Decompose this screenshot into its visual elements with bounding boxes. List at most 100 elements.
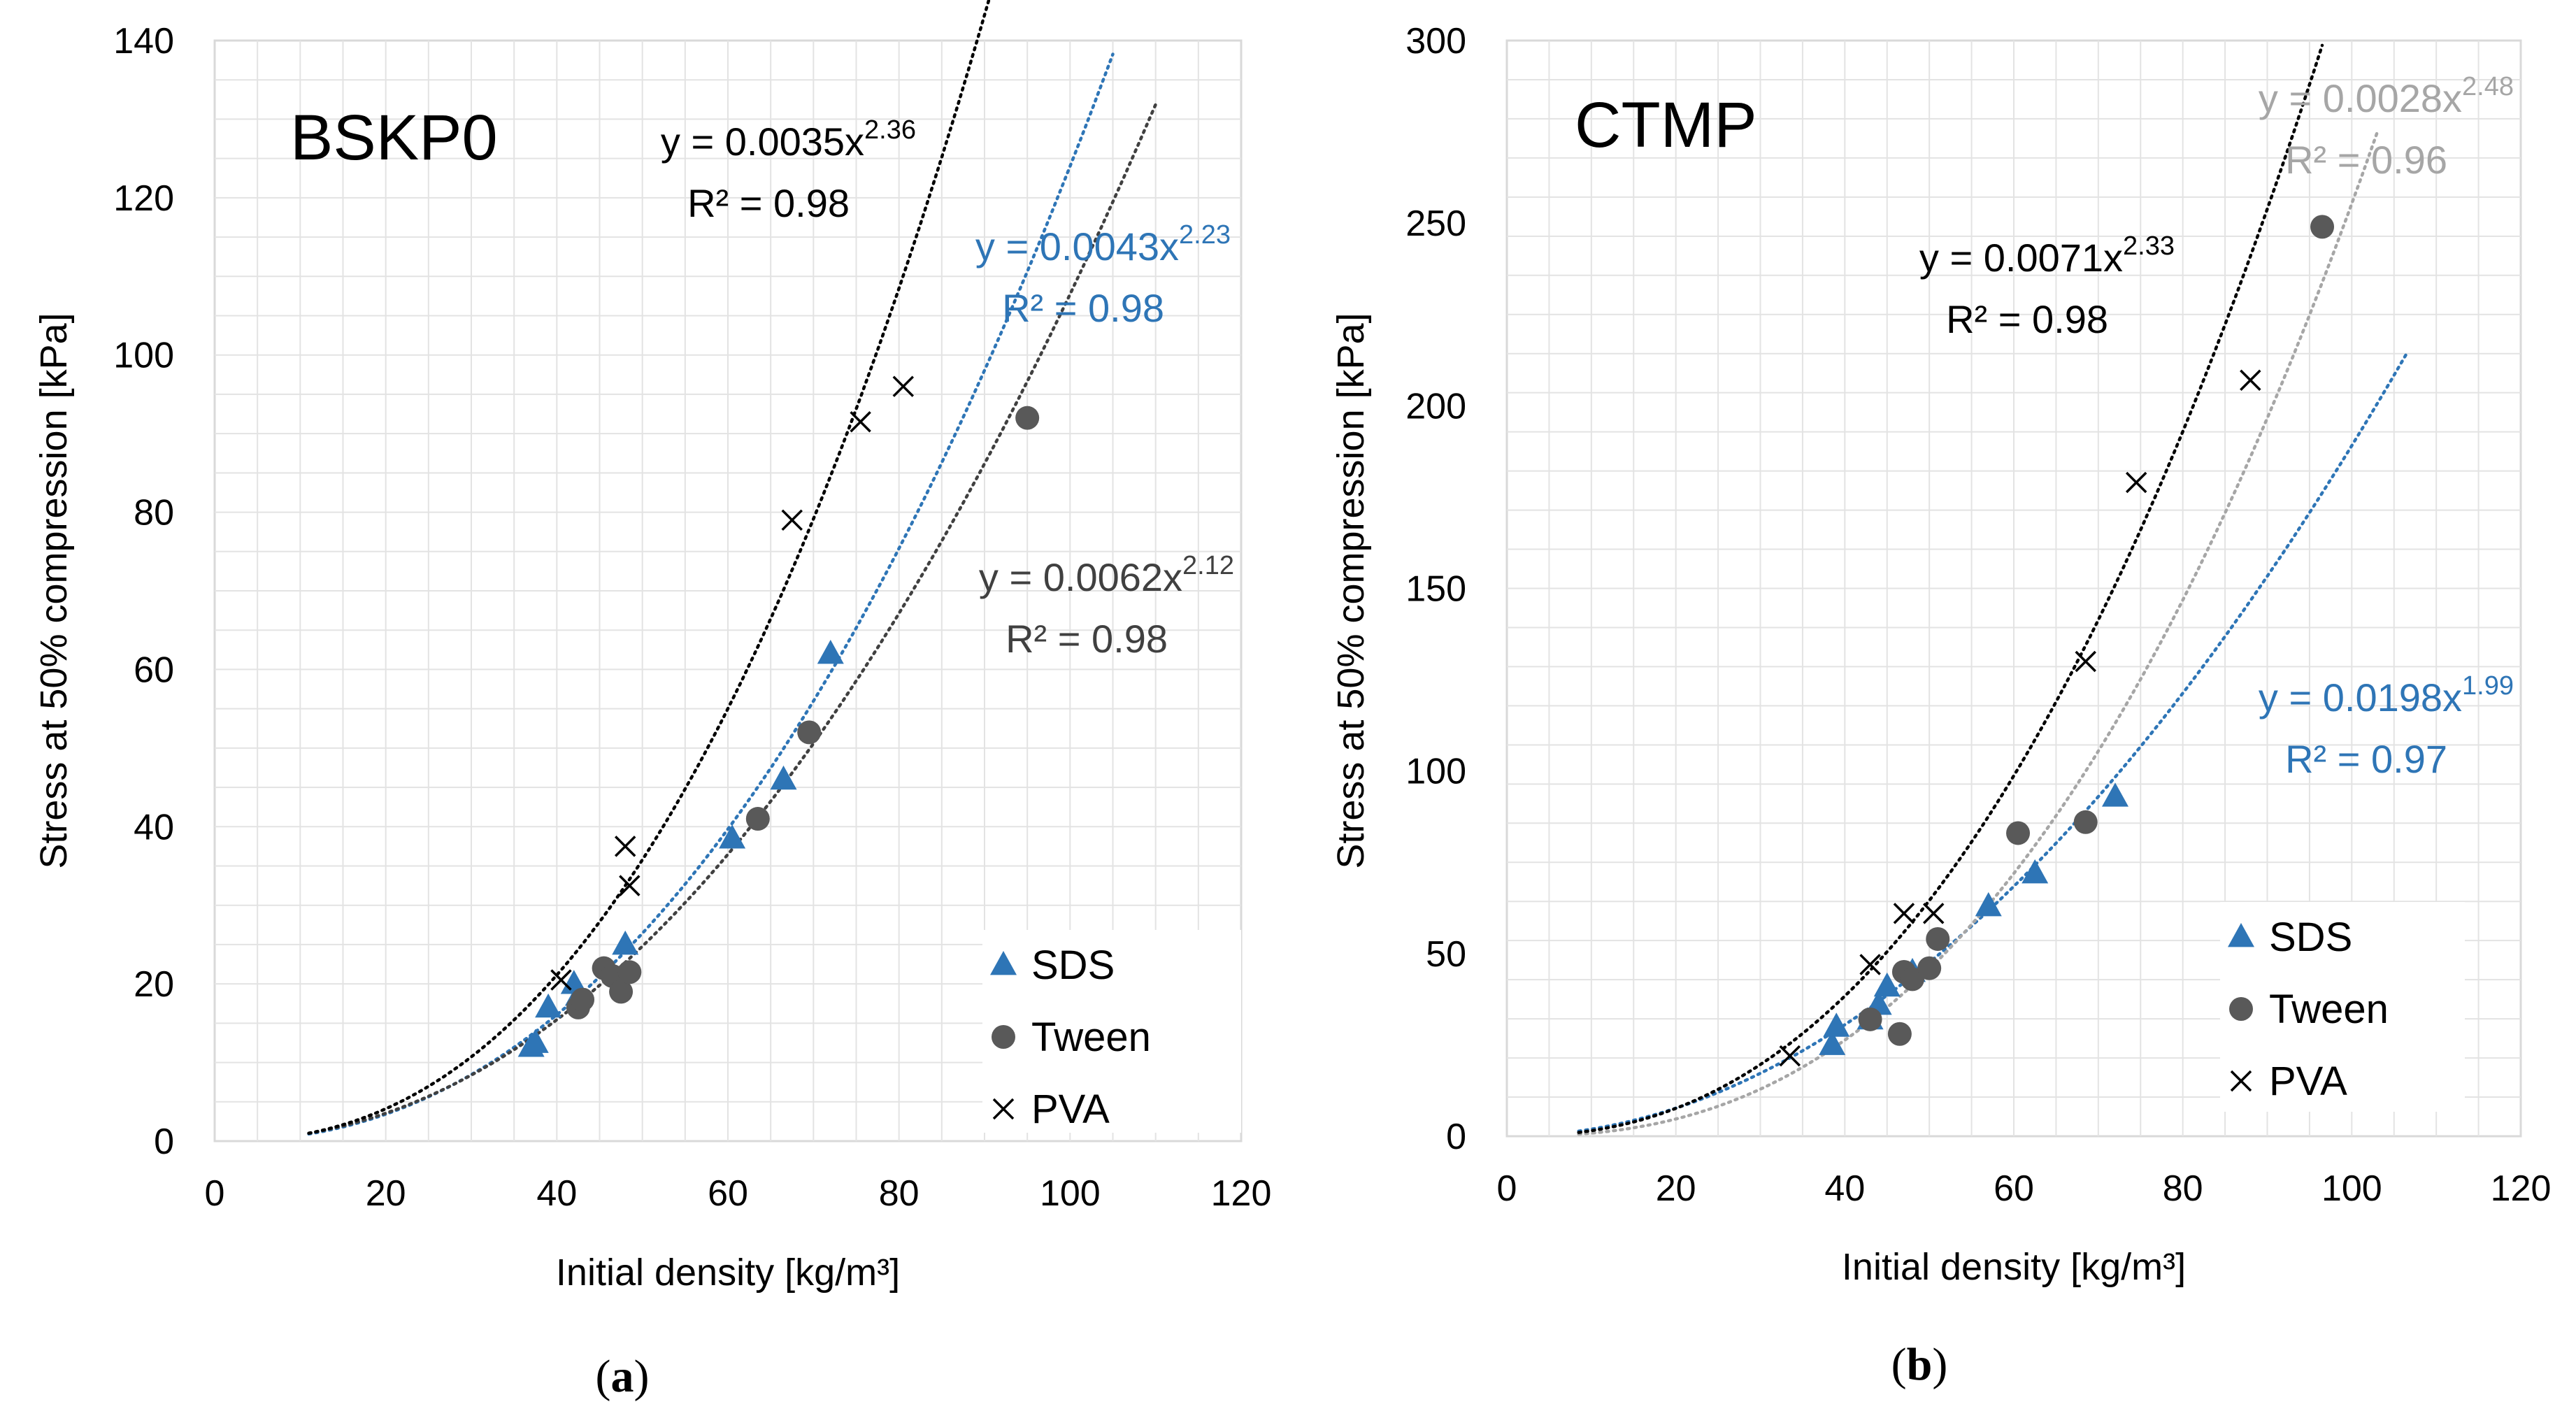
data-point-tween xyxy=(609,980,634,1004)
x-tick-label: 100 xyxy=(1040,1173,1101,1214)
legend-label-sds: SDS xyxy=(2269,915,2352,960)
legend-box xyxy=(2220,902,2465,1112)
r-squared-tween: R² = 0.98 xyxy=(1006,617,1168,661)
data-point-tween xyxy=(617,960,642,984)
data-point-sds xyxy=(1819,1031,1846,1055)
x-tick-label: 0 xyxy=(1497,1168,1517,1209)
x-tick-label: 40 xyxy=(1824,1168,1865,1209)
data-point-pva xyxy=(2125,471,2147,494)
chart-panel-b: 0 20 40 60 80 100 120 0 50 100 150 200 250 300 Initial… xyxy=(1330,21,2551,1390)
y-tick-label: 250 xyxy=(1405,203,1466,244)
x-tick-label: 100 xyxy=(2321,1168,2382,1209)
y-tick-label: 150 xyxy=(1405,569,1466,610)
legend-box xyxy=(982,930,1241,1133)
x-tick-label: 80 xyxy=(879,1173,920,1214)
data-point-sds xyxy=(1975,891,2002,917)
trendline-tween xyxy=(307,103,1157,1136)
data-point-sds xyxy=(719,824,746,849)
x-axis-title: Initial density [kg/m³] xyxy=(1842,1246,2186,1288)
x-tick-label: 60 xyxy=(1994,1168,2034,1209)
y-tick-label: 100 xyxy=(1405,752,1466,792)
legend: SDS Tween PVA xyxy=(982,930,1241,1133)
y-axis-title: Stress at 50% compression [kPa] xyxy=(33,313,75,868)
legend-label-tween: Tween xyxy=(2269,987,2389,1032)
data-point-sds xyxy=(2022,859,2049,884)
data-point-tween xyxy=(1858,1007,1882,1031)
chart-panel-a: 0 20 40 60 80 100 120 0 20 40 60 80 100 120 140 Initial… xyxy=(33,0,1271,1402)
data-point-pva xyxy=(2075,650,2096,673)
x-tick-label: 80 xyxy=(2163,1168,2203,1209)
panel-label: (a) xyxy=(596,1351,650,1402)
y-axis-title: Stress at 50% compression [kPa] xyxy=(1330,313,1372,868)
data-point-pva xyxy=(892,375,915,397)
data-point-pva xyxy=(550,969,572,991)
equation-sds: y = 0.0198x1.99 xyxy=(2259,671,2514,719)
equation-tween: y = 0.0062x2.12 xyxy=(979,551,1234,599)
legend-marker-tween xyxy=(2229,997,2253,1021)
x-tick-label: 60 xyxy=(708,1173,748,1214)
data-point-pva xyxy=(781,509,803,531)
legend-marker-sds xyxy=(990,951,1017,975)
r-squared-sds: R² = 0.97 xyxy=(2285,737,2447,781)
x-tick-label: 120 xyxy=(2491,1168,2552,1209)
x-tick-label: 20 xyxy=(366,1173,406,1214)
data-point-tween xyxy=(1887,1022,1912,1046)
data-point-sds xyxy=(1873,972,1901,997)
data-point-tween xyxy=(2006,821,2031,845)
x-tick-label: 20 xyxy=(1656,1168,1696,1209)
trendline-pva xyxy=(307,0,991,1135)
legend: SDS Tween PVA xyxy=(2220,902,2465,1112)
data-point-pva xyxy=(1779,1045,1801,1067)
legend-label-tween: Tween xyxy=(1031,1015,1151,1060)
data-point-tween xyxy=(2073,810,2098,834)
legend-marker-pva xyxy=(992,1098,1015,1120)
y-tick-label: 120 xyxy=(113,178,174,219)
trendline-pva xyxy=(1577,43,2324,1134)
r-squared-pva: R² = 0.98 xyxy=(1946,297,2108,341)
y-tick-label: 60 xyxy=(134,650,174,690)
data-point-pva xyxy=(1922,903,1945,924)
r-squared-tween: R² = 0.96 xyxy=(2285,138,2447,182)
data-point-pva xyxy=(1859,954,1881,975)
y-tick-label: 200 xyxy=(1405,386,1466,427)
x-axis-title: Initial density [kg/m³] xyxy=(556,1252,900,1294)
legend-marker-pva xyxy=(2230,1070,2252,1092)
legend-label-pva: PVA xyxy=(2269,1059,2347,1104)
y-tick-label: 0 xyxy=(1446,1117,1466,1157)
data-point-pva xyxy=(2240,369,2261,392)
y-tick-label: 80 xyxy=(134,493,174,533)
data-point-tween xyxy=(797,720,822,745)
data-point-pva xyxy=(1893,903,1915,924)
data-point-tween xyxy=(1926,926,1950,951)
data-point-sds xyxy=(612,930,639,955)
y-tick-label: 50 xyxy=(1426,934,1466,975)
trendline-tween xyxy=(1577,131,2379,1136)
equation-tween: y = 0.0028x2.48 xyxy=(2259,72,2514,120)
r-squared-sds: R² = 0.98 xyxy=(1002,286,1164,330)
data-point-tween xyxy=(2310,215,2335,239)
data-point-sds xyxy=(1823,1012,1850,1037)
y-tick-label: 20 xyxy=(134,964,174,1005)
legend-marker-tween xyxy=(992,1025,1015,1049)
equation-pva: y = 0.0035x2.36 xyxy=(661,115,916,164)
data-point-sds xyxy=(535,993,562,1018)
legend-label-sds: SDS xyxy=(1031,943,1115,988)
equation-sds: y = 0.0043x2.23 xyxy=(975,220,1231,268)
panel-label: (b) xyxy=(1891,1339,1948,1390)
chart-title: CTMP xyxy=(1575,89,1757,161)
data-point-sds xyxy=(770,765,797,790)
y-tick-label: 300 xyxy=(1405,21,1466,62)
legend-marker-sds xyxy=(2228,923,2254,947)
equation-pva: y = 0.0071x2.33 xyxy=(1919,231,2175,280)
data-point-pva xyxy=(850,411,871,433)
y-tick-label: 40 xyxy=(134,807,174,847)
chart-title: BSKP0 xyxy=(290,102,498,173)
data-point-tween xyxy=(1901,967,1924,991)
data-point-pva xyxy=(619,875,641,896)
y-tick-label: 0 xyxy=(154,1122,174,1162)
data-point-sds xyxy=(817,639,844,664)
data-point-sds xyxy=(2102,782,2128,807)
data-point-tween xyxy=(745,807,770,831)
legend-label-pva: PVA xyxy=(1031,1087,1110,1132)
data-point-tween xyxy=(1015,406,1040,430)
